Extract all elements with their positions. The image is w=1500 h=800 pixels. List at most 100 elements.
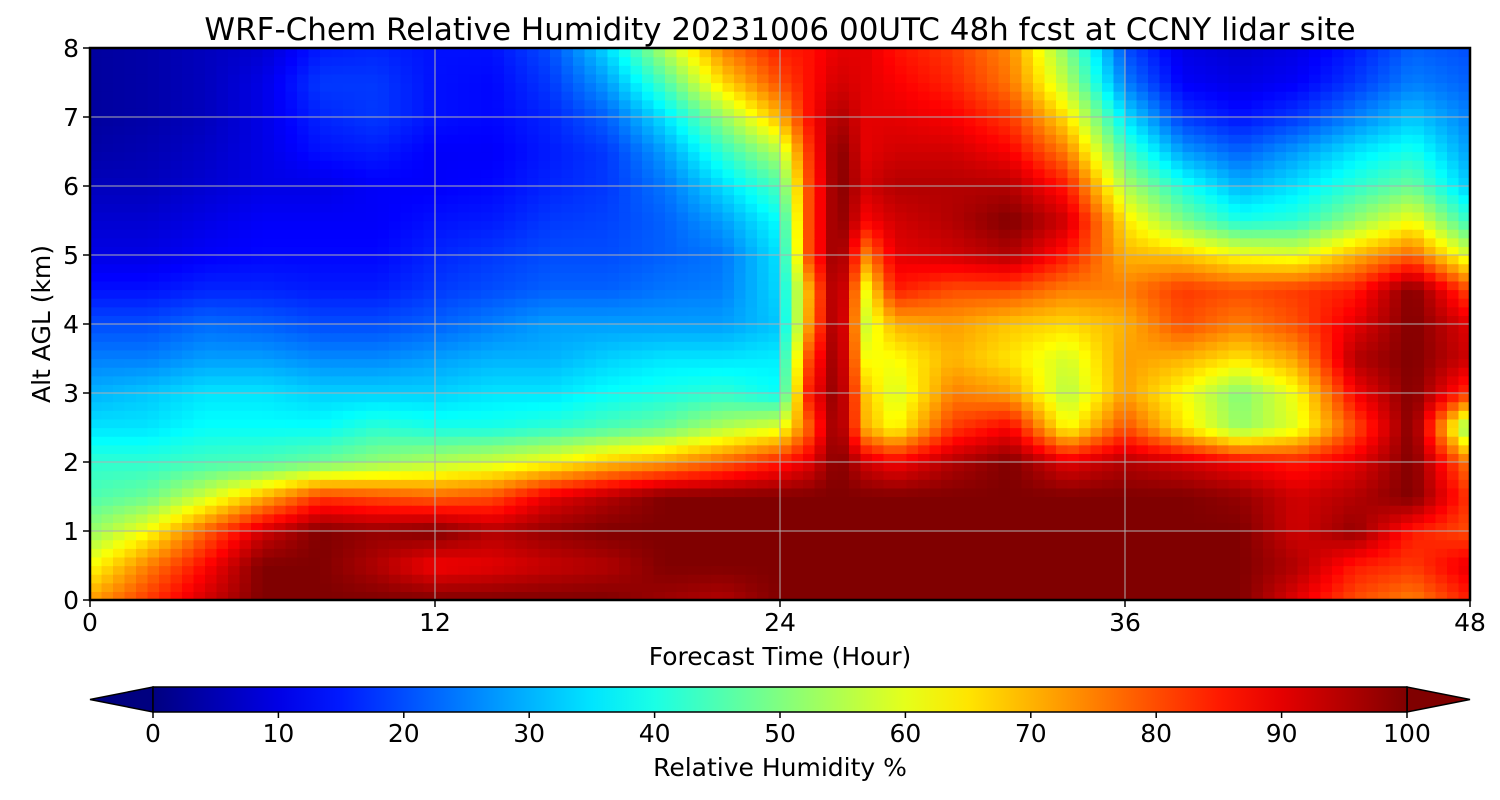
heatmap-cell [734,487,747,498]
heatmap-cell [1090,591,1103,600]
heatmap-cell [883,462,896,472]
heatmap-cell [423,418,436,429]
heatmap-cell [872,332,885,342]
heatmap-cell [814,487,827,498]
heatmap-cell [906,591,919,600]
heatmap-cell [1067,548,1080,558]
heatmap-cell [1056,246,1069,256]
heatmap-cell [1389,401,1402,411]
heatmap-cell [527,436,540,446]
heatmap-cell [1424,384,1437,394]
heatmap-cell [1067,436,1080,446]
heatmap-cell [918,375,931,385]
heatmap-cell [354,556,367,567]
heatmap-cell [1056,358,1069,368]
heatmap-cell [423,548,436,558]
heatmap-cell [1148,280,1161,291]
heatmap-cell [653,487,666,498]
heatmap-cell [1320,315,1333,325]
heatmap-cell [791,341,804,351]
heatmap-cell [481,263,494,273]
heatmap-cell [1274,556,1287,567]
heatmap-cell [952,410,965,420]
heatmap-cell [550,565,563,575]
heatmap-cell [1228,556,1241,567]
heatmap-cell [952,272,965,282]
heatmap-cell [998,565,1011,575]
heatmap-cell [1113,444,1126,454]
heatmap-cell [182,444,195,454]
heatmap-cell [205,246,218,256]
heatmap-cell [538,505,551,515]
heatmap-cell [1010,487,1023,498]
heatmap-cell [837,315,850,325]
heatmap-cell [354,393,367,403]
heatmap-cell [1033,246,1046,256]
heatmap-cell [929,505,942,515]
heatmap-cell [297,289,310,299]
heatmap-cell [481,384,494,394]
heatmap-cell [1412,375,1425,385]
heatmap-cell [952,306,965,316]
heatmap-cell [205,272,218,282]
heatmap-cell [354,462,367,472]
heatmap-cell [1113,436,1126,446]
heatmap-cell [814,591,827,600]
heatmap-cell [1343,591,1356,600]
heatmap-cell [1021,531,1034,541]
heatmap-cell [216,315,229,325]
heatmap-cell [262,272,275,282]
heatmap-cell [872,289,885,299]
heatmap-cell [1033,280,1046,291]
heatmap-cell [1240,324,1253,334]
heatmap-cell [205,263,218,273]
heatmap-cell [768,315,781,325]
heatmap-cell [308,280,321,291]
heatmap-cell [435,462,448,472]
heatmap-cell [366,263,379,273]
heatmap-cell [573,470,586,480]
heatmap-cell [182,591,195,600]
heatmap-cell [1401,272,1414,282]
heatmap-cell [1113,574,1126,584]
heatmap-cell [630,444,643,454]
heatmap-cell [1435,315,1448,325]
heatmap-cell [1194,375,1207,385]
heatmap-cell [745,436,758,446]
heatmap-cell [780,315,793,325]
heatmap-cell [239,565,252,575]
heatmap-cell [803,401,816,411]
heatmap-cell [550,453,563,463]
heatmap-cell [665,263,678,273]
heatmap-cell [251,548,264,558]
heatmap-cell [1251,505,1264,515]
heatmap-cell [768,427,781,437]
heatmap-cell [1263,263,1276,273]
heatmap-cell [1320,574,1333,584]
heatmap-cell [182,332,195,342]
heatmap-cell [239,315,252,325]
heatmap-cell [699,505,712,515]
heatmap-cell [975,548,988,558]
heatmap-cell [906,341,919,351]
heatmap-cell [1125,367,1138,377]
heatmap-cell [699,479,712,489]
heatmap-cell [400,246,413,256]
heatmap-cell [561,556,574,567]
heatmap-cell [952,591,965,600]
heatmap-cell [1205,505,1218,515]
heatmap-cell [274,375,287,385]
heatmap-cell [1125,289,1138,299]
heatmap-cell [1320,324,1333,334]
heatmap-cell [1263,470,1276,480]
heatmap-cell [1033,375,1046,385]
heatmap-cell [596,332,609,342]
heatmap-cell [987,255,1000,265]
heatmap-cell [274,393,287,403]
heatmap-cell [458,548,471,558]
heatmap-cell [1240,246,1253,256]
heatmap-cell [745,289,758,299]
heatmap-cell [895,246,908,256]
heatmap-cell [1217,324,1230,334]
heatmap-cell [665,462,678,472]
